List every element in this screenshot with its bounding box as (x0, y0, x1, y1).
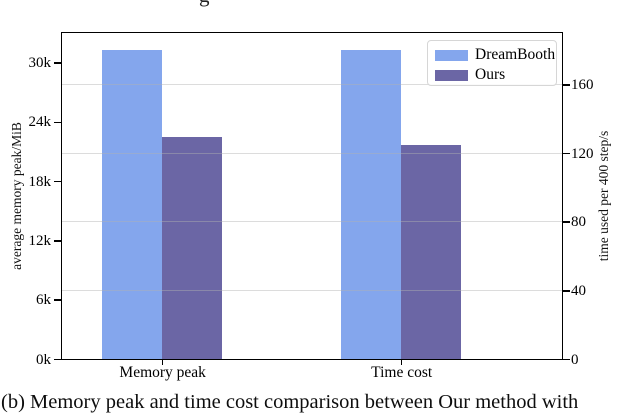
x-tick (400, 360, 403, 365)
bar-dreambooth-time-cost (341, 50, 402, 359)
x-tick-label-memory-peak: Memory peak (119, 364, 206, 381)
y-tick-label-right: 120 (571, 145, 594, 162)
bar-dreambooth-memory-peak (102, 49, 163, 359)
y-tick-left (54, 62, 61, 64)
y-tick-right (562, 358, 570, 361)
figure-caption: (b) Memory peak and time cost comparison… (1, 391, 579, 413)
y-tick-label-right: 160 (571, 76, 594, 93)
x-tick-label-time-cost: Time cost (371, 364, 433, 381)
legend-item-ours: Ours (428, 65, 556, 85)
y-tick-right (562, 221, 570, 223)
y-tick-label-left: 0k (36, 351, 51, 368)
legend-label-ours: Ours (475, 66, 506, 83)
y-tick-label-left: 12k (28, 232, 52, 249)
y-tick-left (54, 240, 61, 242)
legend-swatch-dreambooth (435, 49, 468, 61)
y-tick-right (562, 152, 570, 155)
legend: DreamBooth Ours (427, 40, 557, 86)
y-tick-left (54, 358, 61, 361)
y-tick-left (54, 121, 61, 124)
y-tick-left (54, 180, 61, 183)
y-tick-right (562, 290, 570, 292)
cropped-text-fragment: g (199, 0, 210, 8)
y-tick-left (54, 299, 61, 301)
y-tick-label-right: 80 (571, 214, 586, 231)
y-tick-label-left: 24k (28, 114, 52, 131)
y-tick-label-right: 40 (571, 282, 586, 299)
bar-ours-memory-peak (162, 136, 223, 359)
plot-area: DreamBooth Ours (61, 32, 563, 360)
bar-ours-time-cost (401, 144, 462, 359)
y-tick-label-right: 0 (571, 351, 579, 368)
y-tick-right (562, 84, 570, 86)
legend-swatch-ours (435, 69, 468, 81)
x-tick (161, 360, 164, 365)
legend-label-dreambooth: DreamBooth (475, 46, 556, 63)
legend-item-dreambooth: DreamBooth (428, 45, 556, 65)
y-tick-label-left: 30k (28, 55, 52, 72)
y-tick-label-left: 6k (36, 292, 51, 309)
y-tick-label-left: 18k (28, 173, 52, 190)
